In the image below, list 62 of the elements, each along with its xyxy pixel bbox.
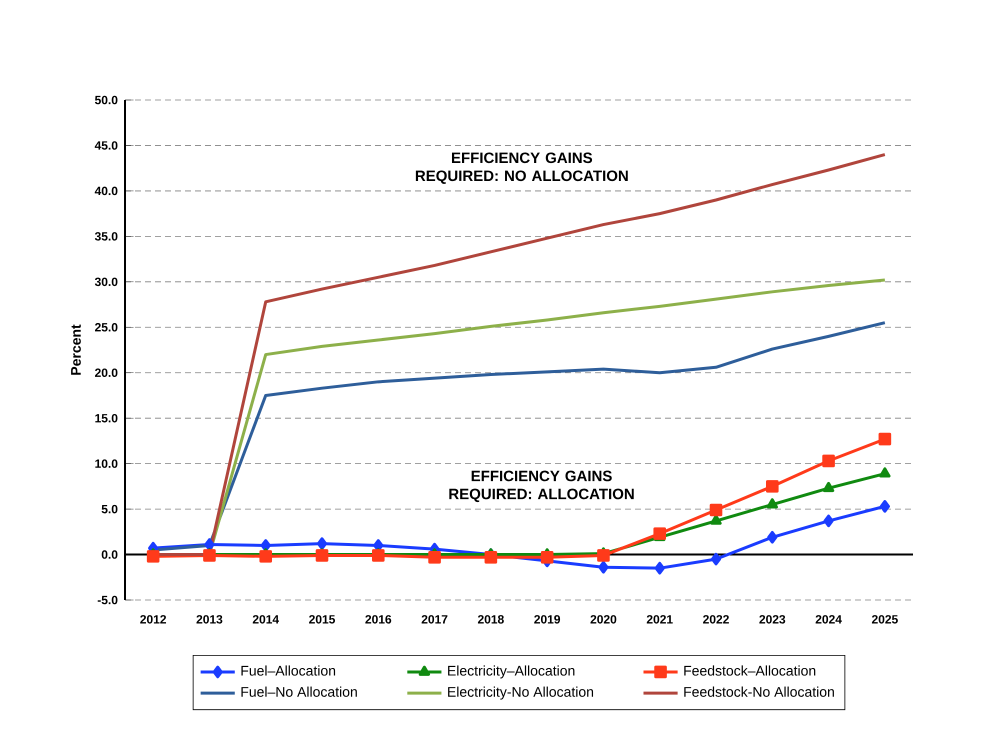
point	[203, 549, 216, 562]
x-tick-label: 2019	[534, 615, 560, 624]
point	[880, 500, 890, 513]
y-tick-label: 30.0	[94, 278, 118, 286]
x-tick-label: 2021	[646, 615, 673, 624]
legend-label: Electricity–Allocation	[448, 665, 574, 678]
x-tick-label: 2016	[365, 615, 392, 624]
point	[428, 550, 441, 564]
x-tick-label: 2018	[478, 615, 504, 624]
point	[653, 527, 666, 540]
point	[879, 467, 891, 478]
point	[540, 550, 554, 564]
point	[204, 538, 215, 551]
legend-label: Fuel–No Allocation	[241, 686, 357, 697]
x-tick-label: 2014	[252, 615, 280, 624]
legend-label: Fuel–Allocation	[241, 665, 336, 676]
point	[822, 482, 834, 492]
point	[822, 454, 835, 468]
y-tick-label: -5.0	[98, 596, 118, 604]
point	[484, 550, 498, 564]
y-tick-label: 25.0	[94, 323, 118, 332]
x-tick-label: 2022	[703, 615, 729, 624]
point	[259, 550, 272, 563]
y-tick-label: 50.0	[94, 96, 118, 104]
point	[710, 514, 722, 525]
point	[766, 498, 778, 508]
point	[372, 549, 385, 562]
point	[597, 549, 610, 562]
y-tick-label: 0.0	[102, 550, 118, 559]
x-tick-label: 2017	[422, 615, 448, 624]
y-tick-label: 45.0	[94, 141, 118, 150]
x-tick-label: 2013	[196, 615, 222, 624]
annotation: EFFICIENCY GAINS REQUIRED: ALLOCATION	[449, 470, 634, 502]
y-tick-label: 15.0	[95, 414, 118, 422]
point	[316, 537, 328, 550]
point	[823, 514, 834, 528]
y-tick-label: 20.0	[94, 368, 118, 377]
x-tick-label: 2024	[816, 615, 842, 624]
x-tick-label: 2015	[309, 615, 336, 624]
legend-label: Electricity-No Allocation	[448, 686, 594, 700]
x-tick-label: 2023	[759, 615, 786, 624]
x-tick-label: 2012	[140, 615, 166, 624]
x-tick-label: 2020	[590, 615, 616, 624]
y-tick-label: 40.0	[94, 186, 118, 196]
point	[766, 480, 779, 493]
point	[654, 562, 665, 574]
x-tick-label: 2025	[872, 615, 898, 624]
y-tick-label: 5.0	[102, 504, 118, 514]
legend-label: Feedstock-No Allocation	[684, 686, 834, 697]
point	[598, 560, 609, 574]
y-axis-title: Percent	[71, 324, 81, 375]
y-tick-label: 35.0	[94, 232, 118, 241]
point	[710, 504, 722, 516]
y-tick-label: 10.0	[95, 459, 118, 468]
point	[316, 549, 328, 562]
annotation: EFFICIENCY GAINS REQUIRED: NO ALLOCATION	[416, 152, 628, 184]
point	[767, 530, 778, 544]
point	[878, 432, 892, 446]
point	[146, 550, 160, 563]
point	[260, 539, 271, 552]
point	[710, 552, 722, 566]
legend-label: Feedstock–Allocation	[684, 665, 816, 676]
